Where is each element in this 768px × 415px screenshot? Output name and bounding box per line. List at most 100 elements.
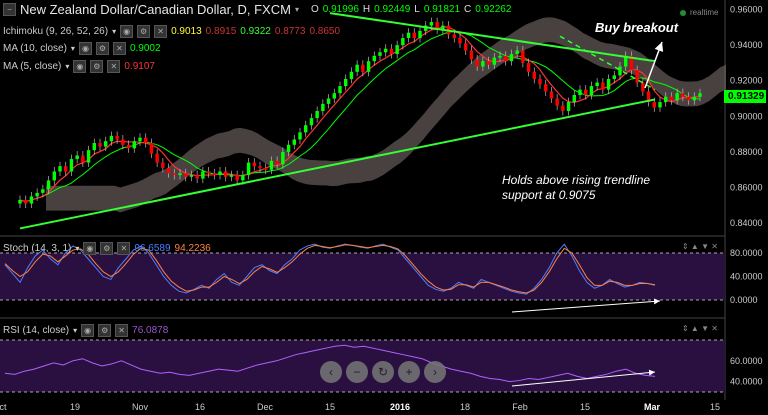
dropdown-icon[interactable]: ▾ <box>294 5 299 14</box>
rsi-y-tick: 40.0000 <box>730 377 763 387</box>
candle <box>189 175 194 177</box>
candle <box>229 175 234 177</box>
candle <box>35 192 39 197</box>
candle <box>355 64 359 72</box>
settings-icon[interactable]: ⚙ <box>137 25 151 38</box>
candle <box>349 71 354 79</box>
annotation-buy-breakout: Buy breakout <box>595 20 679 35</box>
candle <box>326 98 331 104</box>
candle <box>509 54 514 62</box>
candle <box>52 171 56 181</box>
rsi-y-tick: 60.0000 <box>730 356 763 366</box>
rsi-legend[interactable]: RSI (14, close) ▾ ◉ ⚙ ✕ 76.0878 <box>3 324 168 337</box>
candle <box>681 93 685 97</box>
realtime-label: realtime <box>690 8 719 17</box>
candle <box>452 34 456 39</box>
scroll-left-button[interactable]: + <box>398 361 420 383</box>
candle <box>224 171 228 177</box>
y-tick-label: 0.92000 <box>730 76 763 86</box>
candle <box>692 96 696 101</box>
nav-minus-button[interactable]: ‹ <box>320 361 342 383</box>
candle <box>618 66 622 76</box>
candle <box>46 180 51 190</box>
candle <box>549 91 554 99</box>
candle <box>384 48 388 53</box>
candle <box>566 102 571 111</box>
candle <box>555 98 559 106</box>
candle <box>635 70 639 83</box>
close-icon[interactable]: ✕ <box>117 242 131 255</box>
visibility-icon[interactable]: ◉ <box>78 42 92 55</box>
x-tick-label: Feb <box>512 402 528 412</box>
candle <box>218 171 222 176</box>
candle <box>406 32 411 39</box>
candle <box>298 132 302 140</box>
candle <box>201 171 205 179</box>
symbol-header: − New Zealand Dollar/Canadian Dollar, D,… <box>3 2 511 17</box>
x-tick-label: Dec <box>257 402 274 412</box>
candle <box>561 105 565 111</box>
candle <box>235 175 239 181</box>
ichimoku-value-5: 0.8650 <box>309 26 341 37</box>
visibility-icon[interactable]: ◉ <box>83 242 97 255</box>
candle <box>149 143 154 154</box>
candle <box>184 173 188 177</box>
dropdown-icon[interactable]: ▾ <box>112 27 117 36</box>
stoch-legend[interactable]: Stoch (14, 3, 1) ▾ ◉ ⚙ ✕ 96.6589 94.2236 <box>3 242 211 255</box>
reset-button[interactable]: ↻ <box>372 361 394 383</box>
candle <box>538 78 542 85</box>
candle <box>652 102 656 108</box>
candle <box>698 93 702 97</box>
stoch-label: Stoch (14, 3, 1) <box>3 243 72 254</box>
visibility-icon[interactable]: ◉ <box>120 25 134 38</box>
ohlc-o-label: O <box>310 4 319 15</box>
ichimoku-value-4: 0.8773 <box>274 26 306 37</box>
candle <box>429 22 434 26</box>
dropdown-icon[interactable]: ▾ <box>73 326 78 335</box>
ichimoku-value-2: 0.8915 <box>205 26 237 37</box>
candle <box>172 173 176 176</box>
candle <box>58 166 62 172</box>
candle <box>212 173 216 176</box>
zoom-out-button[interactable]: − <box>346 361 368 383</box>
chart-title: New Zealand Dollar/Canadian Dollar, D, F… <box>20 2 291 17</box>
candle <box>64 166 68 172</box>
candle <box>504 55 508 62</box>
stoch-divergence-arrow <box>511 298 661 313</box>
close-icon[interactable]: ✕ <box>107 60 121 73</box>
dropdown-icon[interactable]: ▾ <box>70 44 75 53</box>
visibility-icon[interactable]: ◉ <box>81 324 95 337</box>
pane-controls-stoch[interactable]: ⇕ ▲ ▼ ✕ <box>682 242 718 251</box>
candle <box>418 30 422 39</box>
settings-icon[interactable]: ⚙ <box>90 60 104 73</box>
close-icon[interactable]: ✕ <box>115 324 129 337</box>
ma5-legend[interactable]: MA (5, close) ▾ ◉ ⚙ ✕ 0.9107 <box>3 60 155 73</box>
candle <box>246 162 251 176</box>
close-icon[interactable]: ✕ <box>154 25 168 38</box>
resistance-trendline <box>329 12 656 63</box>
pane-controls-rsi[interactable]: ⇕ ▲ ▼ ✕ <box>682 324 718 333</box>
dropdown-icon[interactable]: ▾ <box>65 62 70 71</box>
candle <box>458 38 462 44</box>
settings-icon[interactable]: ⚙ <box>100 242 114 255</box>
ichimoku-value-1: 0.9013 <box>171 26 202 37</box>
x-tick-label: ct <box>0 402 7 412</box>
realtime-indicator: realtime <box>680 8 718 17</box>
x-tick-label: 15 <box>325 402 335 412</box>
ichimoku-cloud <box>46 17 726 213</box>
settings-icon[interactable]: ⚙ <box>98 324 112 337</box>
collapse-icon[interactable]: − <box>3 3 16 16</box>
candle <box>132 141 136 149</box>
close-icon[interactable]: ✕ <box>112 42 126 55</box>
candle <box>309 118 314 126</box>
candle <box>315 110 319 119</box>
dropdown-icon[interactable]: ▾ <box>75 244 80 253</box>
settings-icon[interactable]: ⚙ <box>95 42 109 55</box>
candle <box>606 78 611 90</box>
scroll-right-button[interactable]: › <box>424 361 446 383</box>
stoch-k-value: 96.6589 <box>134 243 171 254</box>
ichimoku-legend[interactable]: Ichimoku (9, 26, 52, 26) ▾ ◉ ⚙ ✕ 0.9013 … <box>3 25 340 38</box>
candle <box>29 196 34 204</box>
ma10-legend[interactable]: MA (10, close) ▾ ◉ ⚙ ✕ 0.9002 <box>3 42 161 55</box>
visibility-icon[interactable]: ◉ <box>73 60 87 73</box>
